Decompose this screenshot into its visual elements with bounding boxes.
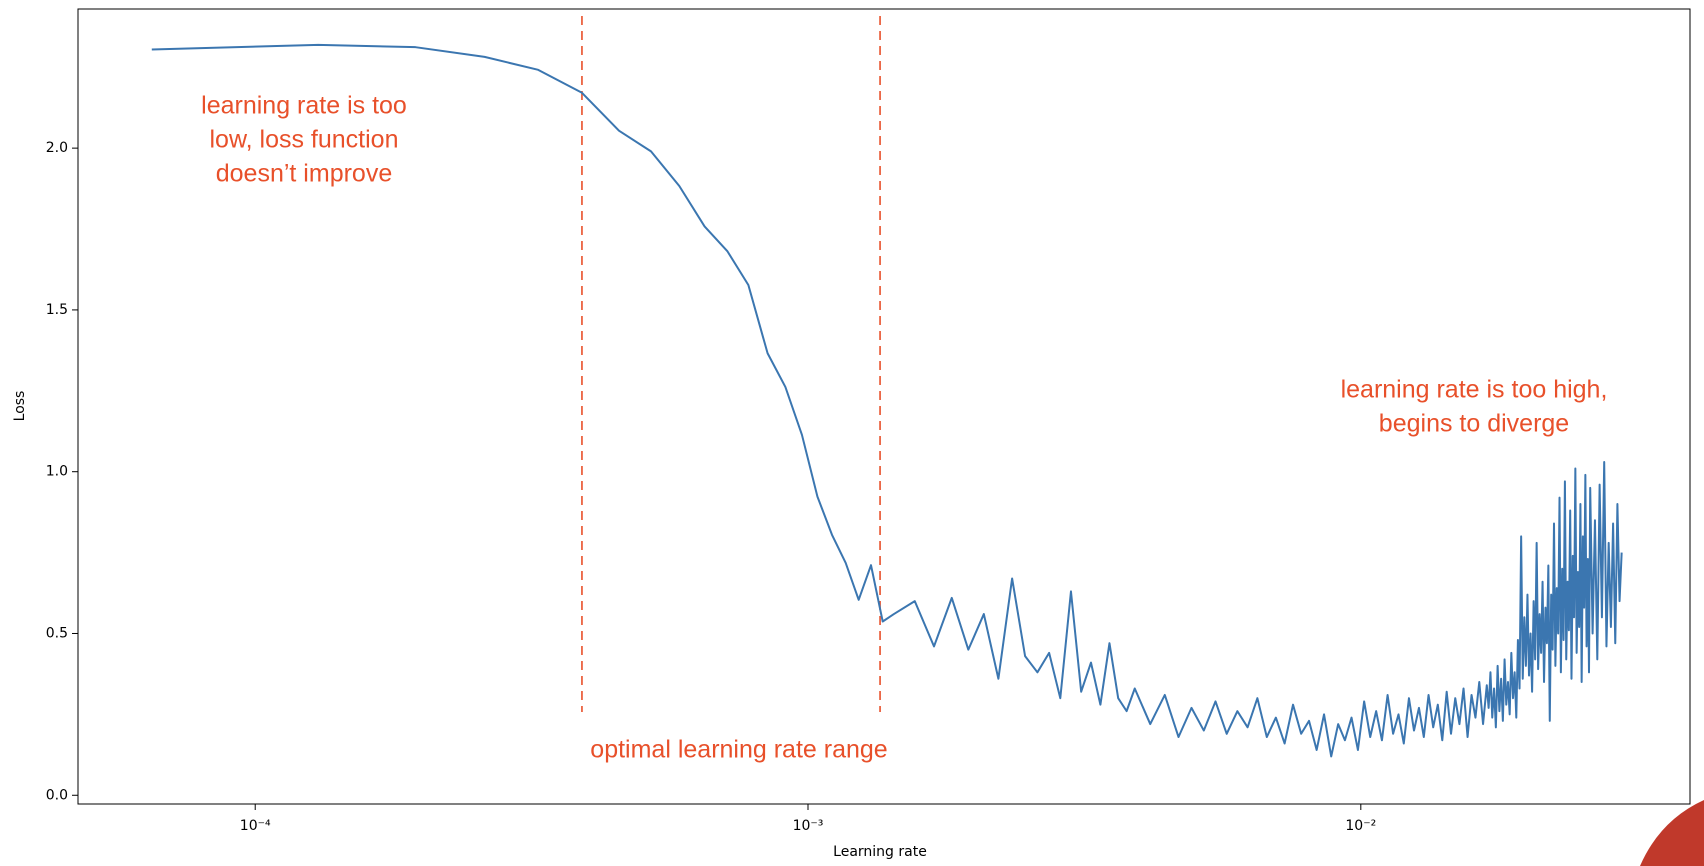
y-tick-label: 0.0 (46, 787, 68, 803)
loss-line (151, 43, 1623, 758)
y-tick-label: 1.5 (46, 302, 68, 318)
x-tick-label: 10⁻² (1345, 818, 1376, 834)
corner-decoration (1640, 800, 1704, 866)
y-tick-label: 1.0 (46, 464, 68, 480)
x-tick-label: 10⁻³ (793, 818, 824, 834)
annotation: low, loss function (210, 126, 399, 154)
annotation: learning rate is too high, (1341, 376, 1608, 404)
y-tick-label: 0.5 (46, 625, 68, 641)
annotation: doesn’t improve (216, 160, 392, 188)
plot-frame (77, 8, 1691, 805)
annotation: begins to diverge (1379, 410, 1569, 438)
x-axis-label: Learning rate (833, 844, 927, 860)
x-tick-label: 10⁻⁴ (240, 818, 271, 834)
annotation: optimal learning rate range (590, 736, 887, 764)
y-tick-label: 2.0 (46, 140, 68, 156)
y-axis-label: Loss (12, 391, 28, 422)
annotation: learning rate is too (201, 92, 407, 120)
